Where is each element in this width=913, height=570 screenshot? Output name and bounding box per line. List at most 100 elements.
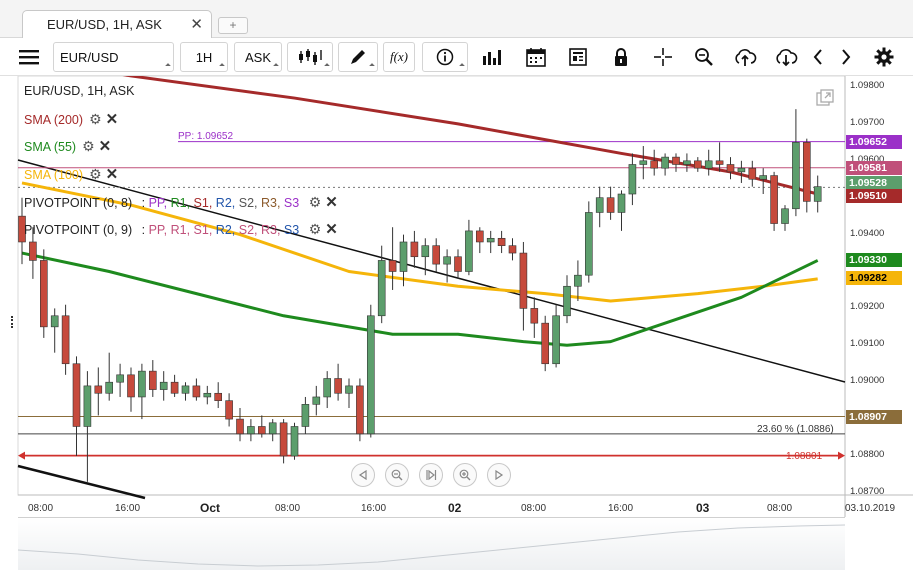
candle-body	[661, 156, 669, 169]
candle-body	[802, 142, 811, 202]
time-tick-label: 03.10.2019	[845, 503, 896, 514]
indicators-button[interactable]: f(x)	[383, 42, 415, 72]
candle-body	[432, 245, 441, 265]
zoom-in-button[interactable]	[453, 463, 477, 487]
candle-body	[715, 160, 724, 165]
gear-icon[interactable]: ⚙	[308, 221, 322, 237]
chart-type-button[interactable]	[287, 42, 333, 72]
info-icon	[436, 48, 454, 66]
side-value: ASK	[244, 49, 271, 65]
candle-body	[683, 160, 691, 165]
price-tag: 1.09652	[846, 134, 902, 149]
candle	[388, 227, 397, 290]
settings-button[interactable]	[870, 42, 898, 72]
candle-body	[650, 160, 659, 169]
candle-body	[770, 175, 778, 224]
nav-forward-button[interactable]	[487, 463, 511, 487]
symbol-select[interactable]: EUR/USD	[53, 42, 174, 72]
candle	[181, 382, 190, 401]
candle-body	[639, 160, 648, 165]
candle-body	[519, 252, 528, 309]
candles	[18, 109, 822, 482]
pivot2-s1: S1,	[193, 223, 213, 237]
candle	[225, 393, 233, 427]
caret-icon	[165, 63, 171, 69]
chart-tab-title: EUR/USD, 1H, ASK	[47, 17, 162, 32]
add-tab-button[interactable]: +	[218, 17, 248, 34]
price-tag: 1.09330	[846, 253, 902, 268]
candle	[650, 149, 659, 176]
gear-icon[interactable]: ⚙	[89, 166, 102, 182]
zoom-button[interactable]	[686, 42, 722, 72]
candle-body	[443, 256, 451, 265]
price-tick-label: 1.08700	[850, 485, 885, 497]
candle-body	[377, 260, 386, 317]
close-icon[interactable]: ✕	[325, 221, 338, 238]
nav-back-button[interactable]	[351, 463, 375, 487]
candle-body	[454, 256, 462, 272]
candle-body	[737, 167, 746, 173]
candle	[301, 396, 310, 434]
gear-icon[interactable]: ⚙	[82, 138, 95, 154]
candle	[519, 241, 528, 331]
candle-body	[410, 241, 419, 258]
close-icon[interactable]: ✕	[98, 138, 112, 155]
candle	[497, 230, 506, 254]
reset-view-button[interactable]	[419, 463, 443, 487]
candle-body	[203, 392, 212, 398]
ray-arrow-left	[18, 451, 25, 460]
scroll-left-button[interactable]	[806, 42, 830, 72]
chart-tab[interactable]: EUR/USD, 1H, ASK ✕	[22, 10, 212, 38]
candle	[813, 175, 822, 213]
candle-body	[116, 374, 124, 383]
lock-button[interactable]	[603, 42, 639, 72]
news-button[interactable]	[560, 42, 596, 72]
pivot1-r2: R2,	[215, 196, 236, 210]
close-icon[interactable]: ✕	[325, 194, 338, 211]
candle-body	[39, 260, 48, 328]
info-button[interactable]	[422, 42, 468, 72]
price-chart[interactable]	[0, 76, 913, 570]
candle	[508, 238, 517, 261]
crosshair-button[interactable]	[645, 42, 681, 72]
candle-body	[704, 160, 713, 169]
price-tag: 1.08907	[846, 409, 902, 424]
crosshair-icon	[654, 48, 672, 66]
candle	[530, 297, 539, 338]
candle-body	[192, 385, 201, 398]
menu-button[interactable]	[10, 42, 48, 72]
candle-body	[421, 245, 430, 258]
calendar-button[interactable]	[518, 42, 554, 72]
download-button[interactable]	[768, 42, 804, 72]
candle	[279, 419, 288, 464]
close-icon[interactable]: ✕	[105, 111, 119, 128]
candle	[759, 168, 768, 195]
popout-icon	[816, 89, 834, 106]
pivot1-pp: PP,	[148, 196, 168, 210]
close-icon[interactable]: ✕	[190, 16, 203, 33]
chevron-left-icon	[813, 49, 822, 65]
candle-body	[72, 363, 81, 427]
popout-button[interactable]	[815, 89, 835, 107]
close-icon[interactable]: ✕	[105, 166, 119, 183]
scroll-right-button[interactable]	[834, 42, 858, 72]
volume-button[interactable]	[475, 42, 511, 72]
gear-icon[interactable]: ⚙	[89, 111, 102, 127]
gear-icon[interactable]: ⚙	[308, 194, 322, 210]
candle	[127, 367, 135, 412]
upload-button[interactable]	[727, 42, 763, 72]
lock-icon	[615, 48, 627, 66]
timeframe-select[interactable]: 1H	[180, 42, 228, 72]
time-tick-label: 16:00	[608, 503, 634, 514]
side-select[interactable]: ASK	[234, 42, 282, 72]
legend-pivot2: PIVOTPOINT (0, 9) : PP, R1, S1, R2, S2, …	[24, 220, 338, 238]
fib-annotation: 23.60 % (1.0886)	[757, 424, 834, 435]
candle-body	[334, 378, 342, 394]
resize-handle[interactable]	[11, 316, 14, 328]
candle-body	[83, 385, 92, 427]
candle	[138, 363, 146, 420]
candle	[323, 371, 332, 409]
draw-button[interactable]	[338, 42, 378, 72]
candle	[247, 419, 255, 442]
zoom-out-button[interactable]	[385, 463, 409, 487]
